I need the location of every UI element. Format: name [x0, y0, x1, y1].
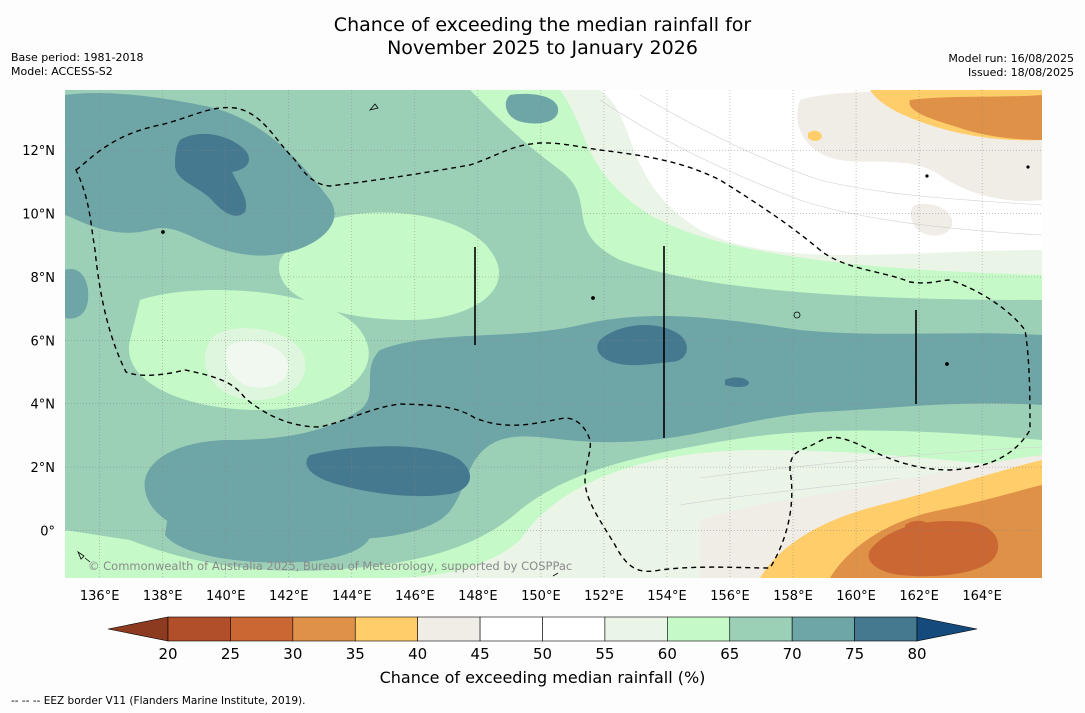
colorbar-tick-label: 75	[845, 645, 864, 663]
island-features	[474, 246, 917, 438]
colorbar-segment	[854, 616, 918, 642]
band-25-southeast	[868, 520, 999, 577]
colorbar-tick-label: 80	[907, 645, 926, 663]
small-islands	[77, 103, 1030, 577]
colorbar-tick-label: 35	[346, 645, 365, 663]
latitude-tick-labels: 12°N 10°N 8°N 6°N 4°N 2°N 0°	[22, 144, 55, 539]
speck-25-se	[905, 520, 929, 534]
core-80-south	[306, 446, 471, 497]
lon-tick-label: 158°E	[773, 589, 813, 604]
colorbar-tick-label: 20	[158, 645, 177, 663]
colorbar-tick-label: 60	[658, 645, 677, 663]
lon-tick-label: 144°E	[332, 589, 372, 604]
model-name: Model: ACCESS-S2	[11, 65, 113, 78]
lon-tick-label: 160°E	[836, 589, 876, 604]
lat-tick-label: 4°N	[31, 398, 56, 413]
colorbar-tick-label: 25	[221, 645, 240, 663]
lat-tick-label: 8°N	[31, 271, 56, 286]
copyright-notice: © Commonwealth of Australia 2025, Bureau…	[88, 559, 572, 573]
colorbar-tick-label: 55	[595, 645, 614, 663]
chart-title: Chance of exceeding the median rainfall …	[0, 14, 1085, 60]
speck-teal-top	[505, 93, 559, 124]
lon-tick-label: 164°E	[962, 589, 1002, 604]
gridlines	[65, 90, 1042, 578]
contour-lines-east	[599, 94, 1042, 506]
title-line-2: November 2025 to January 2026	[387, 37, 698, 59]
band-40-ne2	[910, 203, 953, 236]
base-period: Base period: 1981-2018	[11, 51, 144, 64]
colorbar-segment	[479, 616, 543, 642]
colorbar-segment	[417, 616, 481, 642]
colorbar-segment	[791, 616, 855, 642]
lon-tick-label: 156°E	[710, 589, 750, 604]
lon-tick-label: 154°E	[647, 589, 687, 604]
colorbar-segment	[729, 616, 793, 642]
colorbar-segment	[354, 616, 418, 642]
core-80-small	[725, 377, 749, 388]
lon-tick-label: 150°E	[521, 589, 561, 604]
colorbar-tick-label: 45	[471, 645, 490, 663]
lat-tick-label: 2°N	[31, 461, 56, 476]
colorbar-tick-label: 50	[533, 645, 552, 663]
rainfall-probability-field: © Commonwealth of Australia 2025, Bureau…	[65, 90, 1042, 578]
pocket-60-west	[204, 328, 306, 401]
colorbar-tick-label: 40	[408, 645, 427, 663]
colorbar-tick-label: 65	[720, 645, 739, 663]
colorbar-segment	[167, 616, 231, 642]
colorbar-segment	[667, 616, 731, 642]
meta-right: Model run: 16/08/2025 Issued: 18/08/2025	[948, 52, 1074, 80]
lon-tick-label: 162°E	[899, 589, 939, 604]
model-run: Model run: 16/08/2025	[948, 52, 1074, 65]
band-75-lefttongue	[65, 269, 89, 319]
lon-tick-label: 146°E	[395, 589, 435, 604]
colorbar-tick-label: 70	[783, 645, 802, 663]
issued-date: Issued: 18/08/2025	[967, 66, 1074, 79]
colorbar-extend-low	[107, 616, 169, 642]
lat-tick-label: 6°N	[31, 334, 56, 349]
eez-footnote: -- -- -- EEZ border V11 (Flanders Marine…	[11, 695, 306, 707]
colorbar-segment	[292, 616, 356, 642]
lon-tick-label: 140°E	[206, 589, 246, 604]
band-75-south	[165, 496, 371, 563]
speck-35-ne	[808, 130, 822, 141]
lat-tick-label: 0°	[40, 524, 55, 539]
colorbar-label: Chance of exceeding median rainfall (%)	[379, 668, 706, 687]
lat-tick-label: 10°N	[22, 208, 55, 223]
lon-tick-label: 142°E	[269, 589, 309, 604]
colorbar: 20 25 30 35 40 45 50 55 60 65 70 75 80	[107, 616, 978, 663]
lon-tick-label: 152°E	[584, 589, 624, 604]
lon-tick-label: 138°E	[143, 589, 183, 604]
eez-border	[75, 106, 1031, 572]
lon-tick-label: 136°E	[80, 589, 120, 604]
colorbar-tick-label: 30	[283, 645, 302, 663]
colorbar-segment	[230, 616, 294, 642]
colorbar-segment	[542, 616, 606, 642]
core-80-north	[175, 133, 250, 216]
colorbar-extend-high	[916, 616, 978, 642]
band-30-northeast	[909, 95, 1042, 140]
longitude-tick-labels: 136°E 138°E 140°E 142°E 144°E 146°E 148°E 150°E…	[80, 589, 1002, 604]
lon-tick-label: 148°E	[458, 589, 498, 604]
pocket-60-mid	[279, 212, 499, 320]
meta-left: Base period: 1981-2018 Model: ACCESS-S2	[11, 51, 143, 79]
colorbar-segment	[604, 616, 668, 642]
title-line-1: Chance of exceeding the median rainfall …	[333, 14, 752, 36]
lat-tick-label: 12°N	[22, 144, 55, 159]
